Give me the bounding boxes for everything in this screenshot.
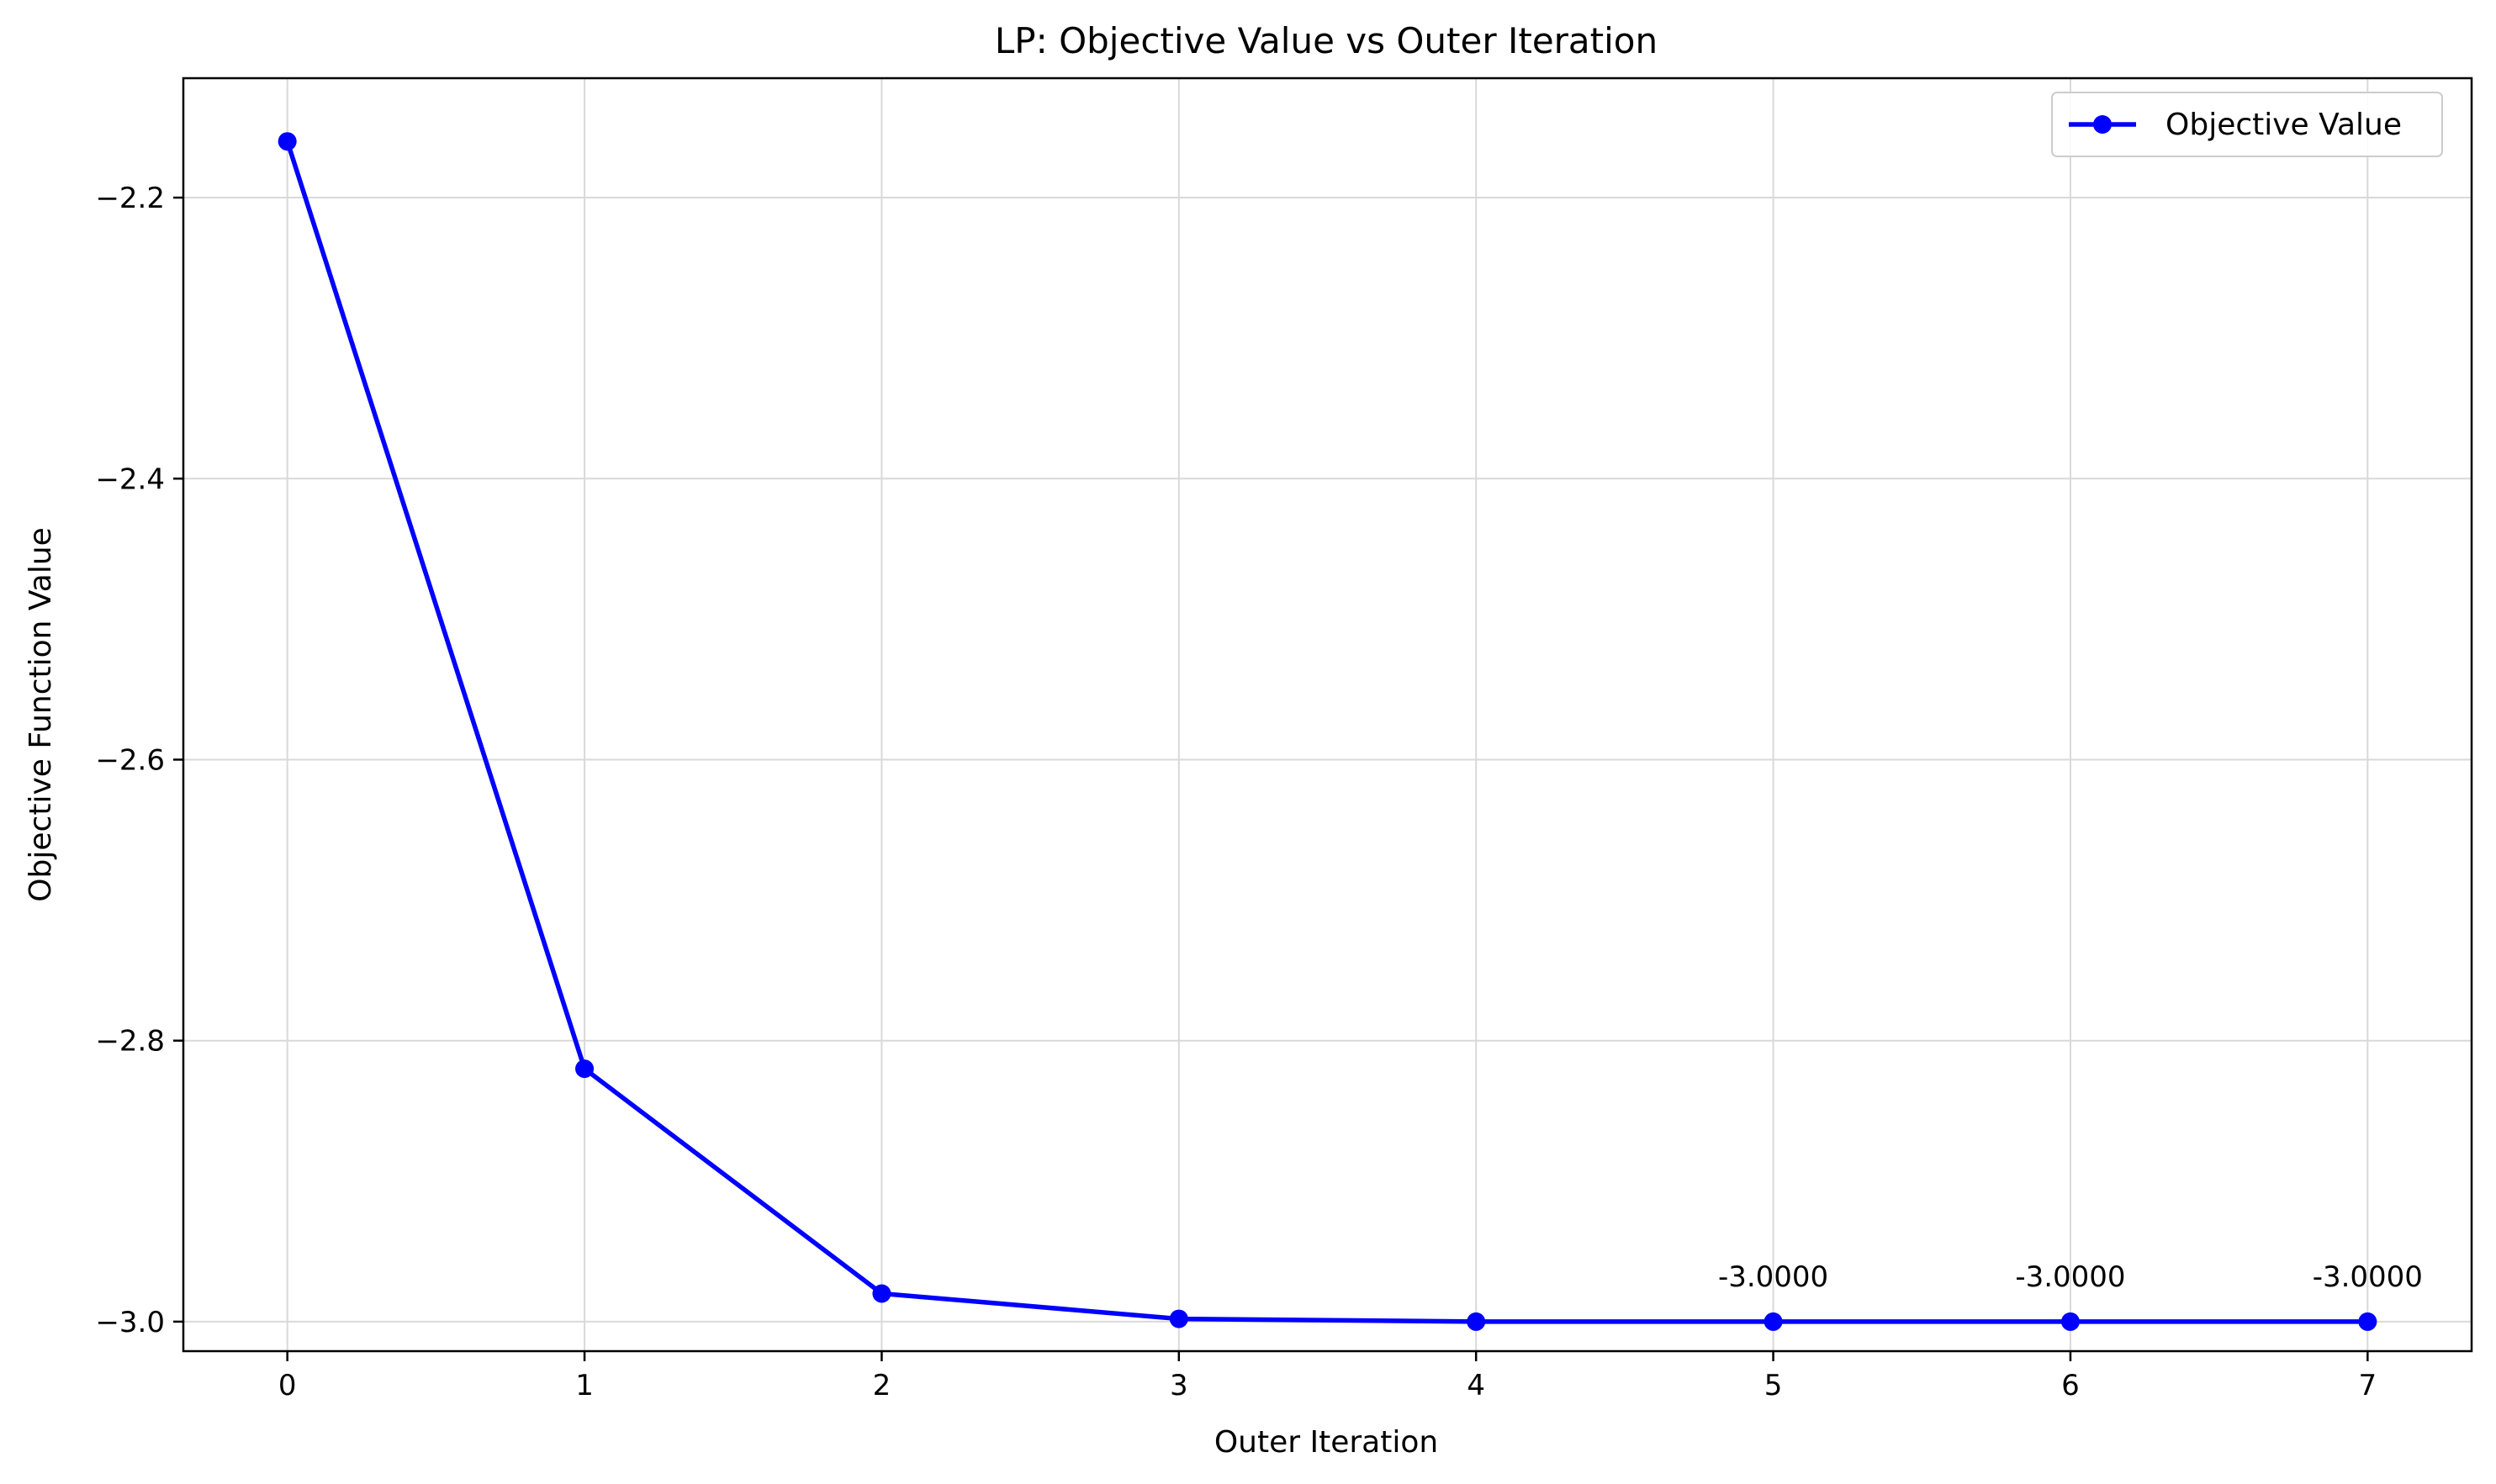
data-point (1467, 1312, 1486, 1331)
data-point (872, 1284, 891, 1303)
data-point (1169, 1309, 1188, 1328)
y-tick-label: −2.8 (95, 1025, 165, 1059)
x-tick-label: 5 (1764, 1369, 1783, 1402)
y-tick-label: −2.4 (95, 462, 165, 496)
x-tick-label: 0 (278, 1369, 297, 1402)
legend-box (2051, 92, 2443, 157)
data-point (1764, 1312, 1783, 1331)
y-axis-ticks: −2.2 −2.4 −2.6 −2.8 −3.0 (95, 182, 183, 1339)
data-label: -3.0000 (2015, 1260, 2125, 1294)
y-tick-label: −3.0 (95, 1306, 165, 1339)
annotations: -3.0000 -3.0000 -3.0000 (1718, 1260, 2423, 1294)
x-tick-label: 2 (873, 1369, 891, 1402)
data-label: -3.0000 (2313, 1260, 2423, 1294)
y-tick-label: −2.2 (95, 182, 165, 215)
x-axis-ticks: 0 1 2 3 4 5 6 7 (278, 1351, 2377, 1402)
legend: Objective Value (2051, 92, 2443, 157)
grid (183, 78, 2472, 1351)
plot-area-frame (182, 77, 2473, 1353)
data-point (575, 1059, 595, 1079)
legend-marker-swatch (2093, 115, 2112, 134)
x-tick-label: 3 (1170, 1369, 1188, 1402)
y-axis-label: Objective Function Value (24, 527, 58, 902)
data-label: -3.0000 (1718, 1260, 1828, 1294)
chart-title: LP: Objective Value vs Outer Iteration (995, 20, 1658, 61)
series-layer (278, 132, 2377, 1331)
series-line-objective-value (285, 140, 2368, 1324)
data-point (278, 132, 297, 151)
x-tick-label: 6 (2061, 1369, 2080, 1402)
x-tick-label: 4 (1467, 1369, 1485, 1402)
data-point (2358, 1312, 2377, 1331)
x-tick-label: 7 (2358, 1369, 2377, 1402)
y-tick-label: −2.6 (95, 743, 165, 777)
legend-entry-label: Objective Value (2165, 108, 2402, 142)
x-tick-label: 1 (575, 1369, 594, 1402)
x-axis-label: Outer Iteration (1214, 1425, 1438, 1460)
data-point (2060, 1312, 2080, 1331)
